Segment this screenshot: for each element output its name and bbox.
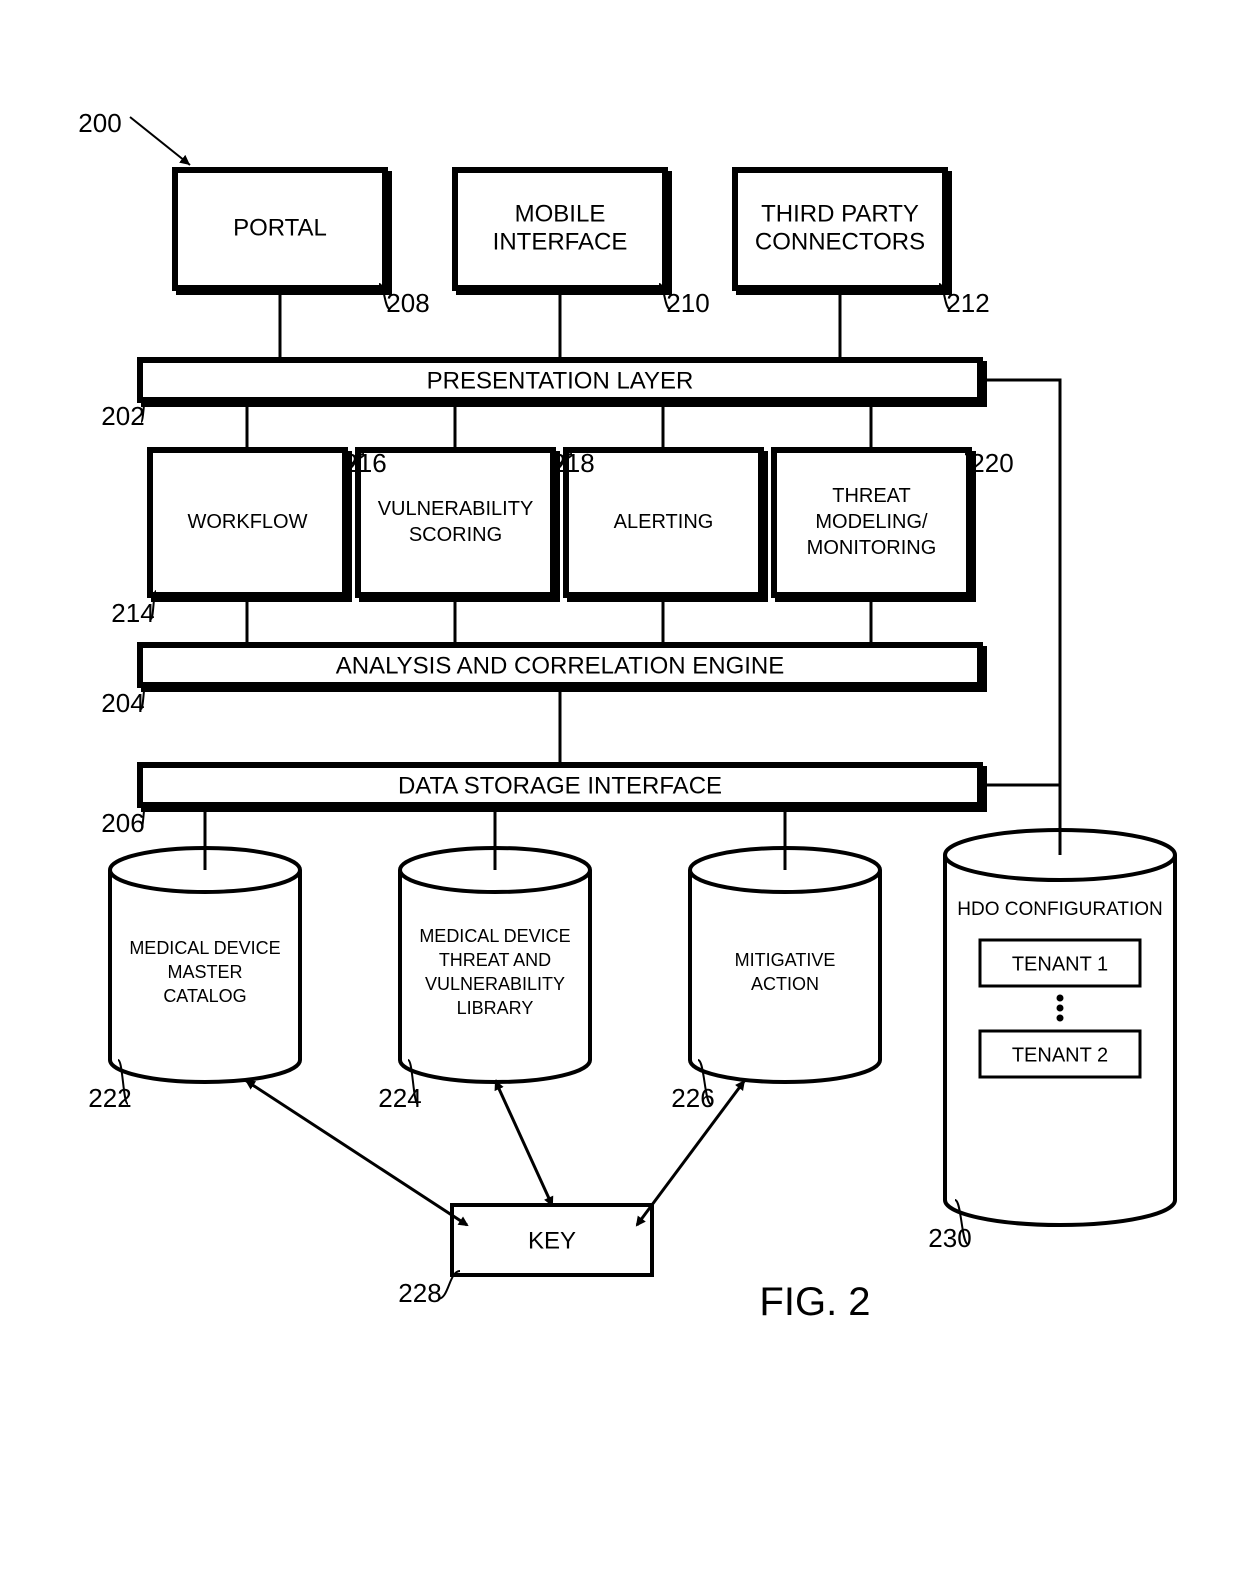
- svg-text:PORTAL: PORTAL: [233, 214, 327, 241]
- svg-text:ALERTING: ALERTING: [614, 511, 714, 533]
- svg-text:WORKFLOW: WORKFLOW: [188, 511, 308, 533]
- svg-text:MODELING/: MODELING/: [815, 511, 928, 533]
- svg-text:MEDICAL DEVICE: MEDICAL DEVICE: [419, 926, 570, 946]
- svg-text:VULNERABILITY: VULNERABILITY: [425, 974, 565, 994]
- portal-box: PORTAL: [175, 170, 389, 292]
- svg-text:THREAT: THREAT: [832, 485, 911, 507]
- svg-text:LIBRARY: LIBRARY: [457, 998, 534, 1018]
- svg-text:202: 202: [101, 401, 144, 431]
- svg-text:THREAT AND: THREAT AND: [439, 950, 551, 970]
- architecture-diagram: PORTAL MOBILEINTERFACE THIRD PARTYCONNECTO…: [0, 0, 1240, 1582]
- analysis-layer: ANALYSIS AND CORRELATION ENGINE: [140, 645, 984, 689]
- storage-layer: DATA STORAGE INTERFACE: [140, 765, 984, 809]
- svg-text:FIG. 2: FIG. 2: [759, 1280, 870, 1324]
- vulnscore-box: VULNERABILITY SCORING: [358, 450, 557, 599]
- svg-text:DATA STORAGE INTERFACE: DATA STORAGE INTERFACE: [398, 772, 722, 799]
- svg-text:HDO CONFIGURATION: HDO CONFIGURATION: [957, 899, 1162, 920]
- svg-text:CATALOG: CATALOG: [163, 986, 246, 1006]
- presentation-layer: PRESENTATION LAYER: [140, 360, 984, 404]
- hdo-tenants: HDO CONFIGURATION TENANT 1 TENANT 2: [951, 885, 1169, 1190]
- alerting-box: ALERTING: [566, 450, 765, 599]
- svg-text:THIRD PARTY: THIRD PARTY: [761, 200, 919, 227]
- svg-text:KEY: KEY: [528, 1227, 576, 1254]
- svg-text:TENANT 1: TENANT 1: [1012, 953, 1108, 975]
- catalog-cylinder: MEDICAL DEVICE MASTER CATALOG: [110, 848, 300, 1082]
- svg-text:VULNERABILITY: VULNERABILITY: [378, 498, 534, 520]
- svg-text:TENANT 2: TENANT 2: [1012, 1044, 1108, 1066]
- svg-text:204: 204: [101, 688, 144, 718]
- svg-text:MITIGATIVE: MITIGATIVE: [735, 950, 836, 970]
- threat-box: THREAT MODELING/MONITORING: [774, 450, 973, 599]
- svg-text:210: 210: [666, 288, 709, 318]
- svg-text:220: 220: [970, 448, 1013, 478]
- key-box: KEY: [452, 1205, 652, 1275]
- svg-text:PRESENTATION LAYER: PRESENTATION LAYER: [427, 367, 694, 394]
- svg-text:200: 200: [78, 108, 121, 138]
- svg-text:ACTION: ACTION: [751, 974, 819, 994]
- workflow-box: WORKFLOW: [150, 450, 349, 599]
- svg-text:216: 216: [343, 448, 386, 478]
- svg-text:MOBILE: MOBILE: [515, 200, 606, 227]
- svg-text:MONITORING: MONITORING: [807, 537, 937, 559]
- svg-text:INTERFACE: INTERFACE: [493, 228, 628, 255]
- svg-text:SCORING: SCORING: [409, 524, 502, 546]
- svg-text:ANALYSIS AND CORRELATION ENGIN: ANALYSIS AND CORRELATION ENGINE: [336, 652, 785, 679]
- svg-text:214: 214: [111, 598, 154, 628]
- mobile-box: MOBILEINTERFACE: [455, 170, 669, 292]
- svg-text:MEDICAL DEVICE: MEDICAL DEVICE: [129, 938, 280, 958]
- svg-text:CONNECTORS: CONNECTORS: [755, 228, 925, 255]
- svg-text:218: 218: [551, 448, 594, 478]
- mitigative-cylinder: MITIGATIVE ACTION: [690, 848, 880, 1082]
- svg-text:206: 206: [101, 808, 144, 838]
- svg-text:208: 208: [386, 288, 429, 318]
- svg-text:228: 228: [398, 1278, 441, 1308]
- thirdparty-box: THIRD PARTYCONNECTORS: [735, 170, 949, 292]
- library-cylinder: MEDICAL DEVICE THREAT AND VULNERABILITY LIB…: [400, 848, 590, 1082]
- svg-text:212: 212: [946, 288, 989, 318]
- svg-text:MASTER: MASTER: [167, 962, 242, 982]
